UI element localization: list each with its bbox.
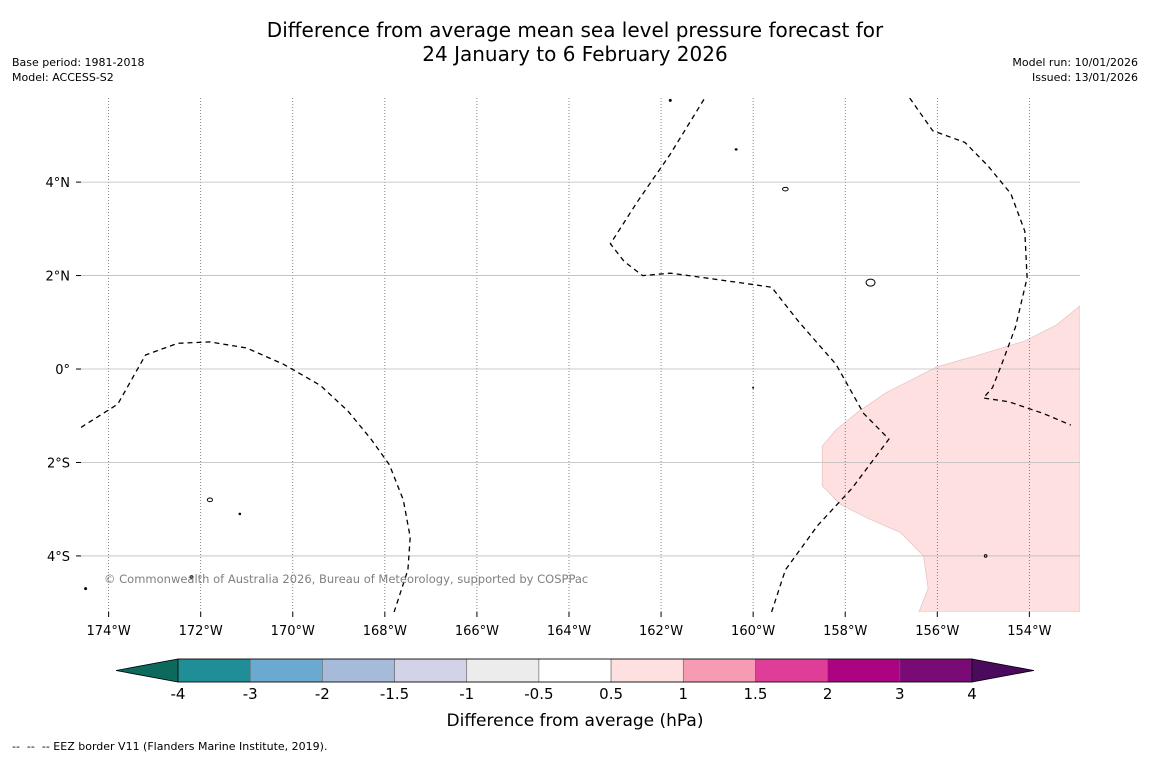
island-coastline <box>752 386 755 389</box>
lat-tick-label: 0° <box>55 363 70 378</box>
eez-border-layer <box>81 98 1072 612</box>
island-coastline <box>668 98 672 102</box>
colorbar-under-extension <box>115 658 179 683</box>
colorbar-bin <box>899 658 973 683</box>
lon-tick-label: 170°W <box>271 624 315 639</box>
island-coastline <box>983 554 988 558</box>
colorbar-bin <box>466 658 540 683</box>
lon-tick-label: 162°W <box>639 624 683 639</box>
colorbar-tick-label: -3 <box>243 685 258 703</box>
eez-border <box>609 98 890 612</box>
colorbar-bin <box>394 658 468 683</box>
island-coastline <box>189 575 194 579</box>
axis-tick-labels: 174°W 172°W 170°W 168°W 166°W 164°W 162°W 160°W… <box>46 176 1052 639</box>
lon-tick-label: 172°W <box>179 624 223 639</box>
lon-tick-label: 156°W <box>915 624 959 639</box>
colorbar-label: Difference from average (hPa) <box>447 711 704 731</box>
copyright-notice: © Commonwealth of Australia 2026, Bureau… <box>104 572 588 586</box>
colorbar-outline <box>177 658 973 683</box>
lon-tick-label: 158°W <box>823 624 867 639</box>
colorbar-bin <box>610 658 684 683</box>
positive-anomaly-region <box>821 305 1080 612</box>
colorbar-bin <box>249 658 323 683</box>
colorbar-tick-label: 0.5 <box>599 685 623 703</box>
eez-legend-footnote: -- -- -- EEZ border V11 (Flanders Marine… <box>12 740 328 753</box>
colorbar-tick-label: 2 <box>823 685 833 703</box>
lon-tick-label: 168°W <box>363 624 407 639</box>
colorbar-tick-label: -1.5 <box>380 685 409 703</box>
island-coastline <box>865 278 876 287</box>
anomaly-fill-layer <box>821 305 1080 612</box>
island-coastline <box>782 186 789 192</box>
colorbar-tick-label: -4 <box>171 685 186 703</box>
colorbar-tick-label: 3 <box>895 685 905 703</box>
title-line-2: 24 January to 6 February 2026 <box>422 42 728 66</box>
colorbar-bin <box>538 658 612 683</box>
island-coastline <box>238 512 242 516</box>
lon-tick-label: 174°W <box>87 624 131 639</box>
lat-tick-label: 4°S <box>47 550 70 565</box>
colorbar: -4 -3 -2 -1.5 -1 -0.5 0.5 1 1.5 2 3 4 <box>115 658 1035 703</box>
model-info: Base period: 1981-2018 Model: ACCESS-S2 <box>12 55 144 85</box>
lat-tick-label: 2°N <box>46 270 71 285</box>
lon-tick-label: 166°W <box>455 624 499 639</box>
lon-tick-label: 164°W <box>547 624 591 639</box>
eez-border <box>909 98 1072 426</box>
model-name: Model: ACCESS-S2 <box>12 71 114 84</box>
graticule-layer <box>76 98 1080 617</box>
colorbar-bin <box>177 658 251 683</box>
colorbar-bin <box>755 658 828 683</box>
coastline-layer <box>84 98 988 591</box>
lon-tick-label: 160°W <box>731 624 775 639</box>
colorbar-tick-label: -2 <box>315 685 330 703</box>
colorbar-tick-label: -0.5 <box>524 685 553 703</box>
chart-title: Difference from average mean sea level p… <box>0 18 1150 66</box>
island-coastline <box>206 497 214 503</box>
issued-date: Issued: 13/01/2026 <box>1031 71 1138 84</box>
colorbar-tick-label: 1 <box>678 685 688 703</box>
run-info: Model run: 10/01/2026 Issued: 13/01/2026 <box>1012 55 1138 85</box>
colorbar-bin <box>322 658 395 683</box>
lat-tick-label: 2°S <box>47 456 70 471</box>
colorbar-bin <box>682 658 756 683</box>
eez-border <box>81 341 411 612</box>
island-coastline <box>84 587 88 591</box>
colorbar-tick-label: -1 <box>459 685 474 703</box>
colorbar-over-extension <box>971 658 1035 683</box>
model-run-date: Model run: 10/01/2026 <box>1012 56 1138 69</box>
lon-tick-label: 154°W <box>1007 624 1051 639</box>
island-coastline <box>734 148 738 151</box>
title-line-1: Difference from average mean sea level p… <box>266 18 884 42</box>
colorbar-tick-label: 1.5 <box>744 685 768 703</box>
colorbar-tick-label: 4 <box>967 685 977 703</box>
colorbar-bin <box>827 658 901 683</box>
base-period: Base period: 1981-2018 <box>12 56 145 69</box>
lat-tick-label: 4°N <box>46 176 71 191</box>
